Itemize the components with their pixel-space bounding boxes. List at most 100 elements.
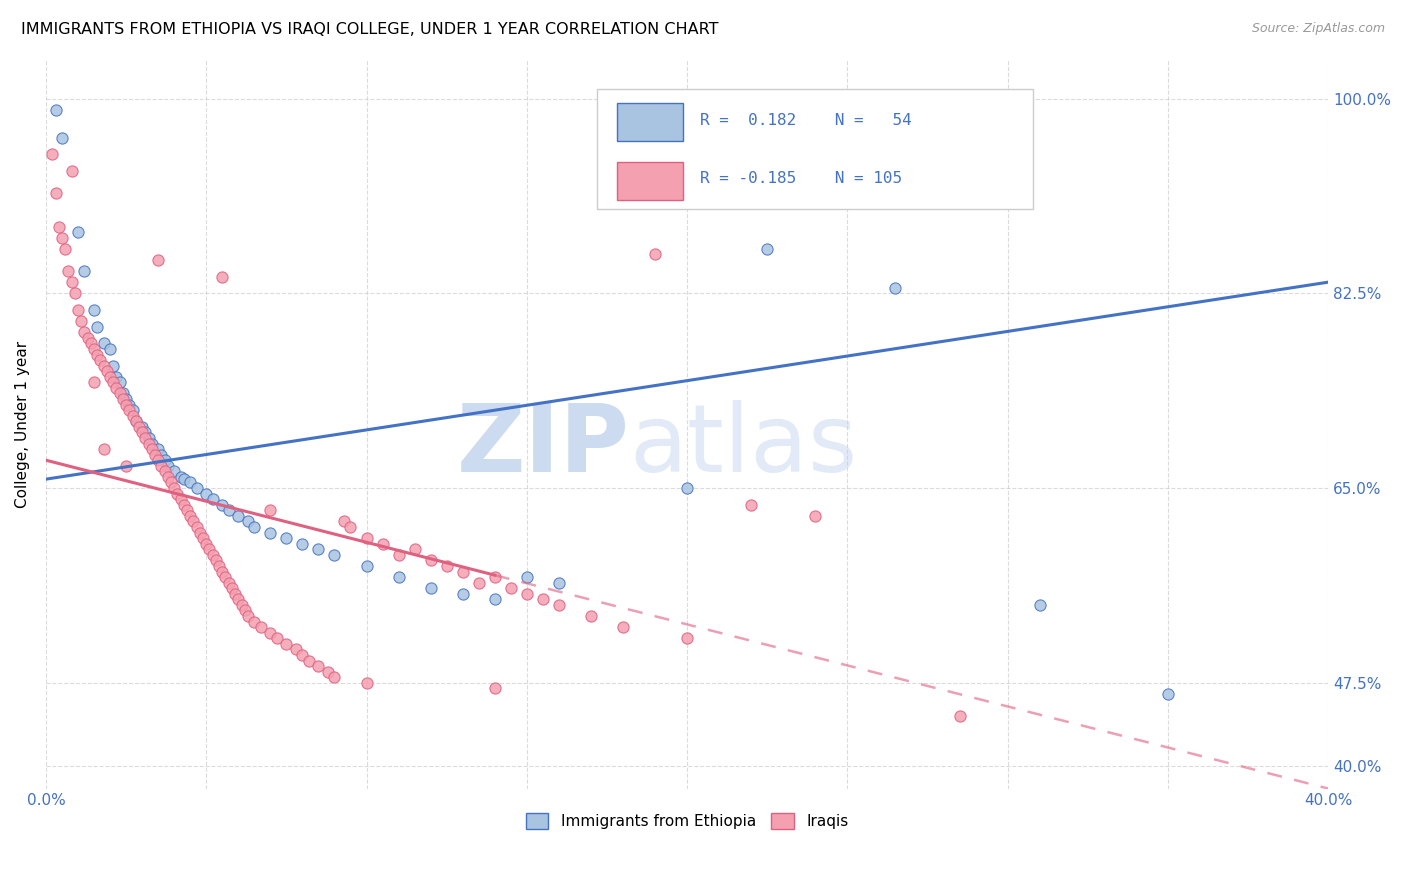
Point — [41, 147, 63, 161]
Point — [118, 398, 141, 412]
Point — [143, 448, 166, 462]
Point — [191, 531, 214, 545]
Point — [98, 369, 121, 384]
Point — [89, 353, 111, 368]
Point — [188, 525, 211, 540]
Text: IMMIGRANTS FROM ETHIOPIA VS IRAQI COLLEGE, UNDER 1 YEAR CORRELATION CHART: IMMIGRANTS FROM ETHIOPIA VS IRAQI COLLEG… — [21, 22, 718, 37]
Point — [146, 453, 169, 467]
Point — [201, 492, 224, 507]
Point — [276, 637, 298, 651]
Point — [884, 281, 907, 295]
Point — [96, 364, 118, 378]
Point — [63, 286, 86, 301]
Point — [93, 359, 115, 373]
Point — [121, 403, 143, 417]
Y-axis label: College, Under 1 year: College, Under 1 year — [15, 341, 30, 508]
Point — [243, 615, 266, 629]
Point — [73, 325, 96, 339]
Point — [80, 336, 103, 351]
Point — [111, 392, 134, 406]
Point — [1028, 598, 1050, 612]
Point — [211, 269, 233, 284]
Point — [231, 598, 253, 612]
Point — [236, 515, 259, 529]
Point — [387, 570, 409, 584]
Point — [105, 381, 128, 395]
Point — [169, 470, 191, 484]
Point — [243, 520, 266, 534]
Point — [176, 503, 198, 517]
Point — [531, 592, 554, 607]
Point — [150, 448, 173, 462]
Point — [128, 420, 150, 434]
Point — [153, 464, 176, 478]
Point — [224, 587, 246, 601]
Point — [547, 575, 569, 590]
Text: atlas: atlas — [630, 400, 858, 491]
Point — [166, 486, 188, 500]
Point — [66, 225, 89, 239]
Point — [138, 431, 160, 445]
Point — [516, 587, 538, 601]
Point — [111, 386, 134, 401]
Legend: Immigrants from Ethiopia, Iraqis: Immigrants from Ethiopia, Iraqis — [519, 807, 855, 836]
Point — [291, 648, 314, 662]
Point — [371, 537, 394, 551]
Point — [115, 398, 138, 412]
Point — [163, 481, 186, 495]
Point — [51, 130, 73, 145]
Point — [259, 525, 281, 540]
Point — [48, 219, 70, 234]
Point — [86, 319, 108, 334]
Point — [105, 369, 128, 384]
Point — [1157, 687, 1180, 701]
Point — [419, 581, 441, 595]
Point — [451, 565, 474, 579]
Point — [436, 558, 458, 573]
Point — [307, 542, 329, 557]
Point — [103, 359, 125, 373]
Point — [83, 376, 105, 390]
Point — [51, 230, 73, 244]
Point — [499, 581, 522, 595]
Point — [146, 252, 169, 267]
Point — [676, 481, 699, 495]
Point — [233, 603, 256, 617]
Point — [138, 436, 160, 450]
Point — [579, 609, 602, 624]
Point — [205, 553, 228, 567]
Point — [125, 414, 148, 428]
Point — [208, 558, 231, 573]
Point — [211, 498, 233, 512]
Point — [285, 642, 308, 657]
Point — [121, 409, 143, 423]
Point — [156, 458, 179, 473]
Point — [226, 592, 249, 607]
Point — [83, 342, 105, 356]
Text: Source: ZipAtlas.com: Source: ZipAtlas.com — [1251, 22, 1385, 36]
Point — [195, 486, 218, 500]
Point — [146, 442, 169, 456]
Point — [676, 632, 699, 646]
Point — [163, 464, 186, 478]
Point — [249, 620, 271, 634]
Point — [60, 164, 83, 178]
Point — [211, 565, 233, 579]
Point — [404, 542, 426, 557]
Point — [131, 425, 153, 440]
Point — [183, 515, 205, 529]
Point — [60, 275, 83, 289]
Point — [141, 442, 163, 456]
Point — [115, 392, 138, 406]
Point — [221, 581, 243, 595]
FancyBboxPatch shape — [617, 161, 683, 200]
Point — [169, 492, 191, 507]
Point — [226, 508, 249, 523]
Point — [103, 376, 125, 390]
Point — [356, 675, 378, 690]
Point — [186, 520, 208, 534]
Point — [45, 103, 67, 117]
Point — [236, 609, 259, 624]
Point — [134, 431, 156, 445]
FancyBboxPatch shape — [598, 89, 1033, 209]
